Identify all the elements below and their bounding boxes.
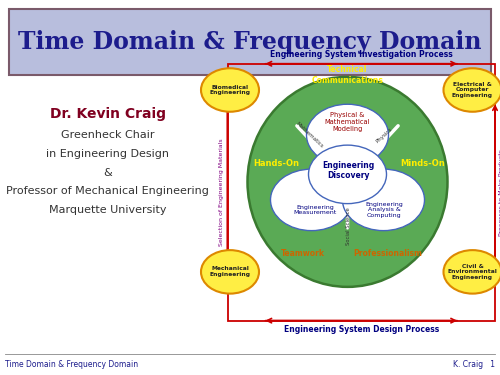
Text: Dr. Kevin Craig: Dr. Kevin Craig (50, 107, 166, 122)
Text: Processes to Make Products: Processes to Make Products (499, 148, 500, 236)
Text: Biomedical
Engineering: Biomedical Engineering (210, 85, 250, 95)
Text: Mechanical
Engineering: Mechanical Engineering (210, 267, 250, 277)
Circle shape (306, 104, 388, 166)
Text: Engineering
Analysis &
Computing: Engineering Analysis & Computing (365, 202, 403, 218)
Text: Engineering
Discovery: Engineering Discovery (322, 161, 374, 180)
Text: K. Craig   1: K. Craig 1 (453, 360, 495, 369)
Text: Engineering
Measurement: Engineering Measurement (294, 205, 337, 215)
Text: Selection of Engineering Materials: Selection of Engineering Materials (218, 138, 224, 246)
Text: Marquette University: Marquette University (49, 205, 166, 215)
Text: Social Science: Social Science (346, 207, 351, 245)
Text: &: & (103, 168, 112, 177)
Text: Civil &
Environmental
Engineering: Civil & Environmental Engineering (448, 264, 498, 280)
Circle shape (201, 68, 259, 112)
Text: in Engineering Design: in Engineering Design (46, 149, 169, 159)
Text: Time Domain & Frequency Domain: Time Domain & Frequency Domain (18, 30, 482, 54)
Circle shape (201, 250, 259, 294)
Text: Mathematics: Mathematics (296, 121, 324, 149)
Text: Greenheck Chair: Greenheck Chair (61, 130, 154, 140)
Text: Professionalism: Professionalism (353, 249, 422, 258)
Text: Teamwork: Teamwork (280, 249, 324, 258)
Bar (228, 64, 495, 321)
Text: Engineering System Design Process: Engineering System Design Process (284, 326, 439, 334)
Text: Hands-On: Hands-On (254, 159, 300, 168)
Circle shape (444, 68, 500, 112)
Text: Minds-On: Minds-On (400, 159, 445, 168)
Circle shape (444, 250, 500, 294)
Text: Professor of Mechanical Engineering: Professor of Mechanical Engineering (6, 186, 209, 196)
Circle shape (308, 145, 386, 204)
Text: Electrical &
Computer
Engineering: Electrical & Computer Engineering (452, 82, 493, 98)
Text: Physics: Physics (375, 126, 393, 144)
Text: Technical
Communications: Technical Communications (312, 65, 384, 85)
FancyBboxPatch shape (9, 9, 491, 75)
Ellipse shape (248, 77, 448, 287)
Circle shape (270, 169, 352, 231)
Text: Physical &
Mathematical
Modeling: Physical & Mathematical Modeling (325, 112, 370, 132)
Text: Time Domain & Frequency Domain: Time Domain & Frequency Domain (5, 360, 138, 369)
Text: Engineering System Investigation Process: Engineering System Investigation Process (270, 50, 452, 59)
Circle shape (342, 169, 424, 231)
